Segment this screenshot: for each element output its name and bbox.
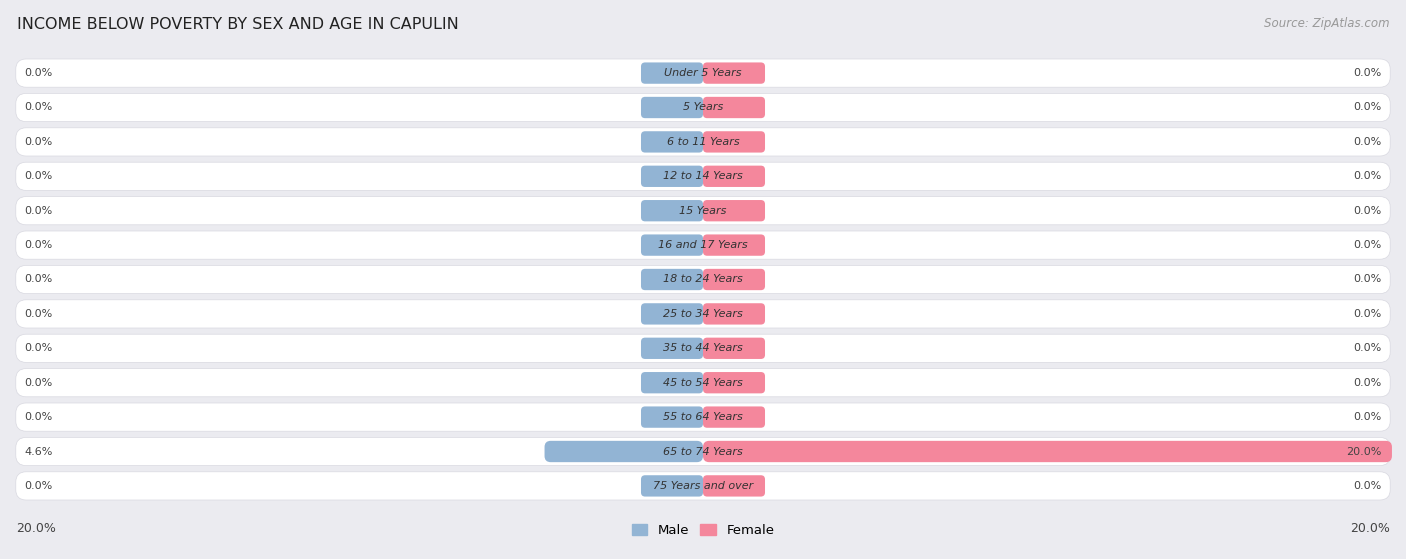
FancyBboxPatch shape [641,269,703,290]
FancyBboxPatch shape [641,338,703,359]
FancyBboxPatch shape [15,437,1391,466]
Text: 0.0%: 0.0% [24,343,52,353]
Text: 0.0%: 0.0% [24,206,52,216]
FancyBboxPatch shape [641,97,703,118]
Text: 0.0%: 0.0% [24,378,52,388]
Text: 12 to 14 Years: 12 to 14 Years [664,171,742,181]
FancyBboxPatch shape [15,128,1391,156]
Text: 20.0%: 20.0% [15,522,56,535]
FancyBboxPatch shape [15,231,1391,259]
Text: 0.0%: 0.0% [24,171,52,181]
FancyBboxPatch shape [641,372,703,394]
Text: 0.0%: 0.0% [1354,309,1382,319]
FancyBboxPatch shape [703,131,765,153]
FancyBboxPatch shape [15,266,1391,293]
Text: 18 to 24 Years: 18 to 24 Years [664,274,742,285]
FancyBboxPatch shape [703,97,765,118]
Text: 65 to 74 Years: 65 to 74 Years [664,447,742,457]
Text: 0.0%: 0.0% [24,240,52,250]
FancyBboxPatch shape [641,131,703,153]
FancyBboxPatch shape [703,303,765,325]
FancyBboxPatch shape [641,234,703,256]
Text: 0.0%: 0.0% [24,481,52,491]
Text: 0.0%: 0.0% [24,412,52,422]
FancyBboxPatch shape [15,334,1391,362]
FancyBboxPatch shape [703,63,765,84]
FancyBboxPatch shape [15,59,1391,87]
Text: 35 to 44 Years: 35 to 44 Years [664,343,742,353]
Text: 0.0%: 0.0% [1354,137,1382,147]
Text: 20.0%: 20.0% [1350,522,1391,535]
Text: Source: ZipAtlas.com: Source: ZipAtlas.com [1264,17,1389,30]
Text: 75 Years and over: 75 Years and over [652,481,754,491]
Text: 0.0%: 0.0% [1354,206,1382,216]
FancyBboxPatch shape [15,162,1391,191]
FancyBboxPatch shape [15,197,1391,225]
FancyBboxPatch shape [15,472,1391,500]
Text: 0.0%: 0.0% [1354,102,1382,112]
Text: 0.0%: 0.0% [24,137,52,147]
FancyBboxPatch shape [641,63,703,84]
FancyBboxPatch shape [703,475,765,496]
Text: 0.0%: 0.0% [1354,68,1382,78]
FancyBboxPatch shape [641,200,703,221]
Legend: Male, Female: Male, Female [631,524,775,537]
FancyBboxPatch shape [703,165,765,187]
FancyBboxPatch shape [544,441,703,462]
Text: 0.0%: 0.0% [1354,343,1382,353]
FancyBboxPatch shape [15,403,1391,431]
Text: 16 and 17 Years: 16 and 17 Years [658,240,748,250]
FancyBboxPatch shape [703,234,765,256]
FancyBboxPatch shape [703,372,765,394]
FancyBboxPatch shape [703,200,765,221]
Text: 0.0%: 0.0% [1354,171,1382,181]
Text: 0.0%: 0.0% [1354,240,1382,250]
Text: 0.0%: 0.0% [24,274,52,285]
Text: 4.6%: 4.6% [24,447,53,457]
Text: 45 to 54 Years: 45 to 54 Years [664,378,742,388]
Text: 0.0%: 0.0% [1354,274,1382,285]
Text: 0.0%: 0.0% [1354,412,1382,422]
Text: 0.0%: 0.0% [24,68,52,78]
FancyBboxPatch shape [641,165,703,187]
Text: 0.0%: 0.0% [1354,378,1382,388]
Text: 55 to 64 Years: 55 to 64 Years [664,412,742,422]
Text: 20.0%: 20.0% [1346,447,1382,457]
FancyBboxPatch shape [641,475,703,496]
FancyBboxPatch shape [15,300,1391,328]
Text: 5 Years: 5 Years [683,102,723,112]
Text: 0.0%: 0.0% [24,102,52,112]
Text: Under 5 Years: Under 5 Years [664,68,742,78]
FancyBboxPatch shape [15,368,1391,397]
Text: 0.0%: 0.0% [24,309,52,319]
Text: 0.0%: 0.0% [1354,481,1382,491]
FancyBboxPatch shape [703,338,765,359]
FancyBboxPatch shape [641,406,703,428]
Text: 15 Years: 15 Years [679,206,727,216]
FancyBboxPatch shape [703,441,1392,462]
FancyBboxPatch shape [703,406,765,428]
Text: 6 to 11 Years: 6 to 11 Years [666,137,740,147]
FancyBboxPatch shape [15,93,1391,122]
FancyBboxPatch shape [703,269,765,290]
FancyBboxPatch shape [641,303,703,325]
Text: INCOME BELOW POVERTY BY SEX AND AGE IN CAPULIN: INCOME BELOW POVERTY BY SEX AND AGE IN C… [17,17,458,32]
Text: 25 to 34 Years: 25 to 34 Years [664,309,742,319]
